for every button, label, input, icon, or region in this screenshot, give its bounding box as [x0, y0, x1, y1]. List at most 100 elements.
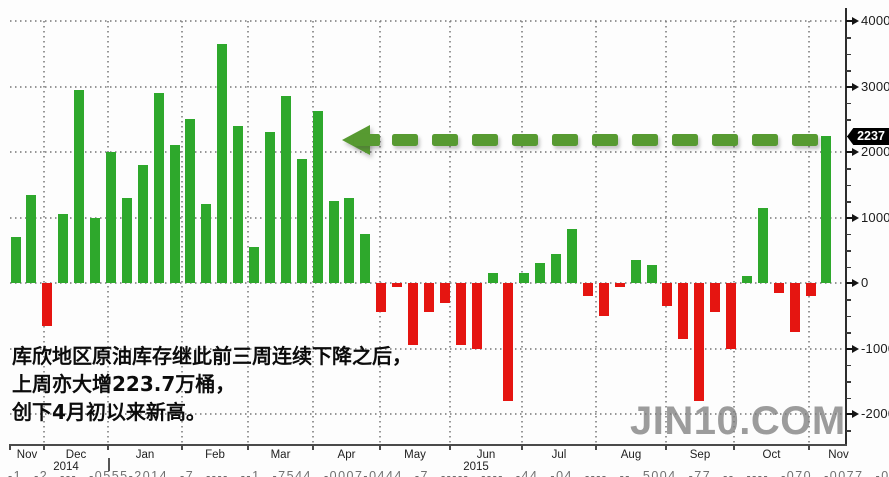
gridline-h--2000 [10, 413, 846, 415]
x-tick [521, 444, 523, 450]
bar [296, 158, 307, 283]
month-label: Sep [689, 449, 711, 461]
bar [471, 283, 482, 349]
y-tick-minor [846, 332, 851, 334]
y-tick [846, 20, 852, 22]
month-label: Aug [620, 449, 642, 461]
year-divider [108, 458, 110, 471]
y-tick-label: 0 [861, 275, 869, 290]
bar [582, 283, 593, 297]
bar [694, 283, 705, 401]
bar [360, 233, 371, 283]
x-tick [595, 444, 597, 450]
bar [773, 283, 784, 293]
y-tick-arrow [852, 17, 863, 25]
x-tick [312, 444, 314, 450]
gridline-v [808, 21, 810, 444]
x-tick [808, 444, 810, 450]
bar [439, 283, 450, 303]
month-label: Mar [270, 449, 291, 461]
y-tick-minor [846, 250, 851, 252]
bar [10, 237, 21, 283]
bar [105, 152, 116, 283]
gridline-v [595, 21, 597, 444]
arrow-dash [712, 134, 738, 146]
month-label: Jul [551, 449, 567, 461]
current-value-badge: 2237 [847, 128, 889, 145]
bar [201, 204, 212, 283]
bar [726, 283, 736, 349]
gridline-v [665, 21, 667, 444]
bar [344, 197, 355, 283]
y-tick-arrow [852, 344, 863, 353]
bar [821, 136, 832, 283]
bar [598, 283, 609, 316]
bar [264, 132, 275, 283]
month-label: Apr [337, 449, 356, 461]
y-tick-arrow [852, 279, 863, 287]
bar [42, 283, 53, 326]
bar [503, 283, 514, 401]
y-tick-label: -2000 [861, 406, 889, 421]
gridline-v [43, 21, 45, 444]
gridline-v [521, 21, 523, 444]
bar [90, 217, 100, 283]
annotation-line-1: 库欣地区原油库存继此前三周连续下降之后， [12, 344, 412, 368]
bar [614, 283, 625, 287]
bar [376, 283, 387, 313]
gridline-h-3000 [10, 85, 846, 88]
x-tick [107, 444, 109, 450]
bar [757, 207, 768, 283]
y-tick-label: 4000 [861, 13, 889, 28]
y-tick-minor [846, 102, 851, 105]
annotation-line-2: 上周亦大增223.7万桶， [12, 372, 236, 396]
y-axis-line [845, 8, 847, 445]
month-label: Nov [828, 449, 849, 461]
month-label: May [404, 449, 426, 461]
y-tick-label: -1000 [861, 340, 889, 356]
month-label: Jan [135, 449, 155, 461]
month-label: Nov [16, 449, 38, 461]
x-tick [181, 444, 183, 450]
bar [280, 96, 291, 283]
clipped-bottom-text: -1 -2 --- -0555-2014 -7 ---- --1 -7544 -… [8, 469, 889, 477]
y-tick-arrow [852, 148, 863, 156]
y-tick-arrow [852, 82, 863, 91]
bar [535, 263, 546, 283]
bar [662, 283, 673, 306]
x-axis-line [10, 444, 847, 446]
y-tick-minor [846, 266, 851, 269]
bar [169, 145, 180, 283]
x-tick [733, 444, 735, 450]
gridline-v [733, 21, 735, 444]
bar [630, 260, 641, 283]
y-tick-minor [846, 397, 851, 400]
arrow-dash [672, 134, 698, 146]
y-tick [846, 282, 852, 284]
bar [423, 283, 434, 313]
bar [137, 165, 148, 283]
month-label: Oct [762, 449, 781, 461]
bar [58, 214, 69, 283]
bar [789, 283, 800, 333]
watermark: JIN10.COM [630, 399, 846, 443]
x-tick [9, 444, 11, 450]
bar [74, 89, 85, 283]
arrow-dash [392, 134, 418, 146]
y-tick-minor [846, 184, 851, 187]
y-tick [846, 413, 852, 415]
arrow-stem [354, 134, 380, 146]
arrow-dash [632, 134, 658, 146]
bar [487, 273, 498, 283]
y-tick-label: 1000 [861, 209, 889, 225]
y-tick-minor [846, 168, 851, 170]
y-tick-minor [846, 299, 851, 301]
bar [678, 283, 689, 339]
y-tick [846, 85, 852, 88]
bar [646, 264, 657, 283]
annotation-text: 库欣地区原油库存继此前三周连续下降之后， 上周亦大增223.7万桶， 创下4月初… [12, 342, 412, 426]
bar [217, 43, 228, 283]
